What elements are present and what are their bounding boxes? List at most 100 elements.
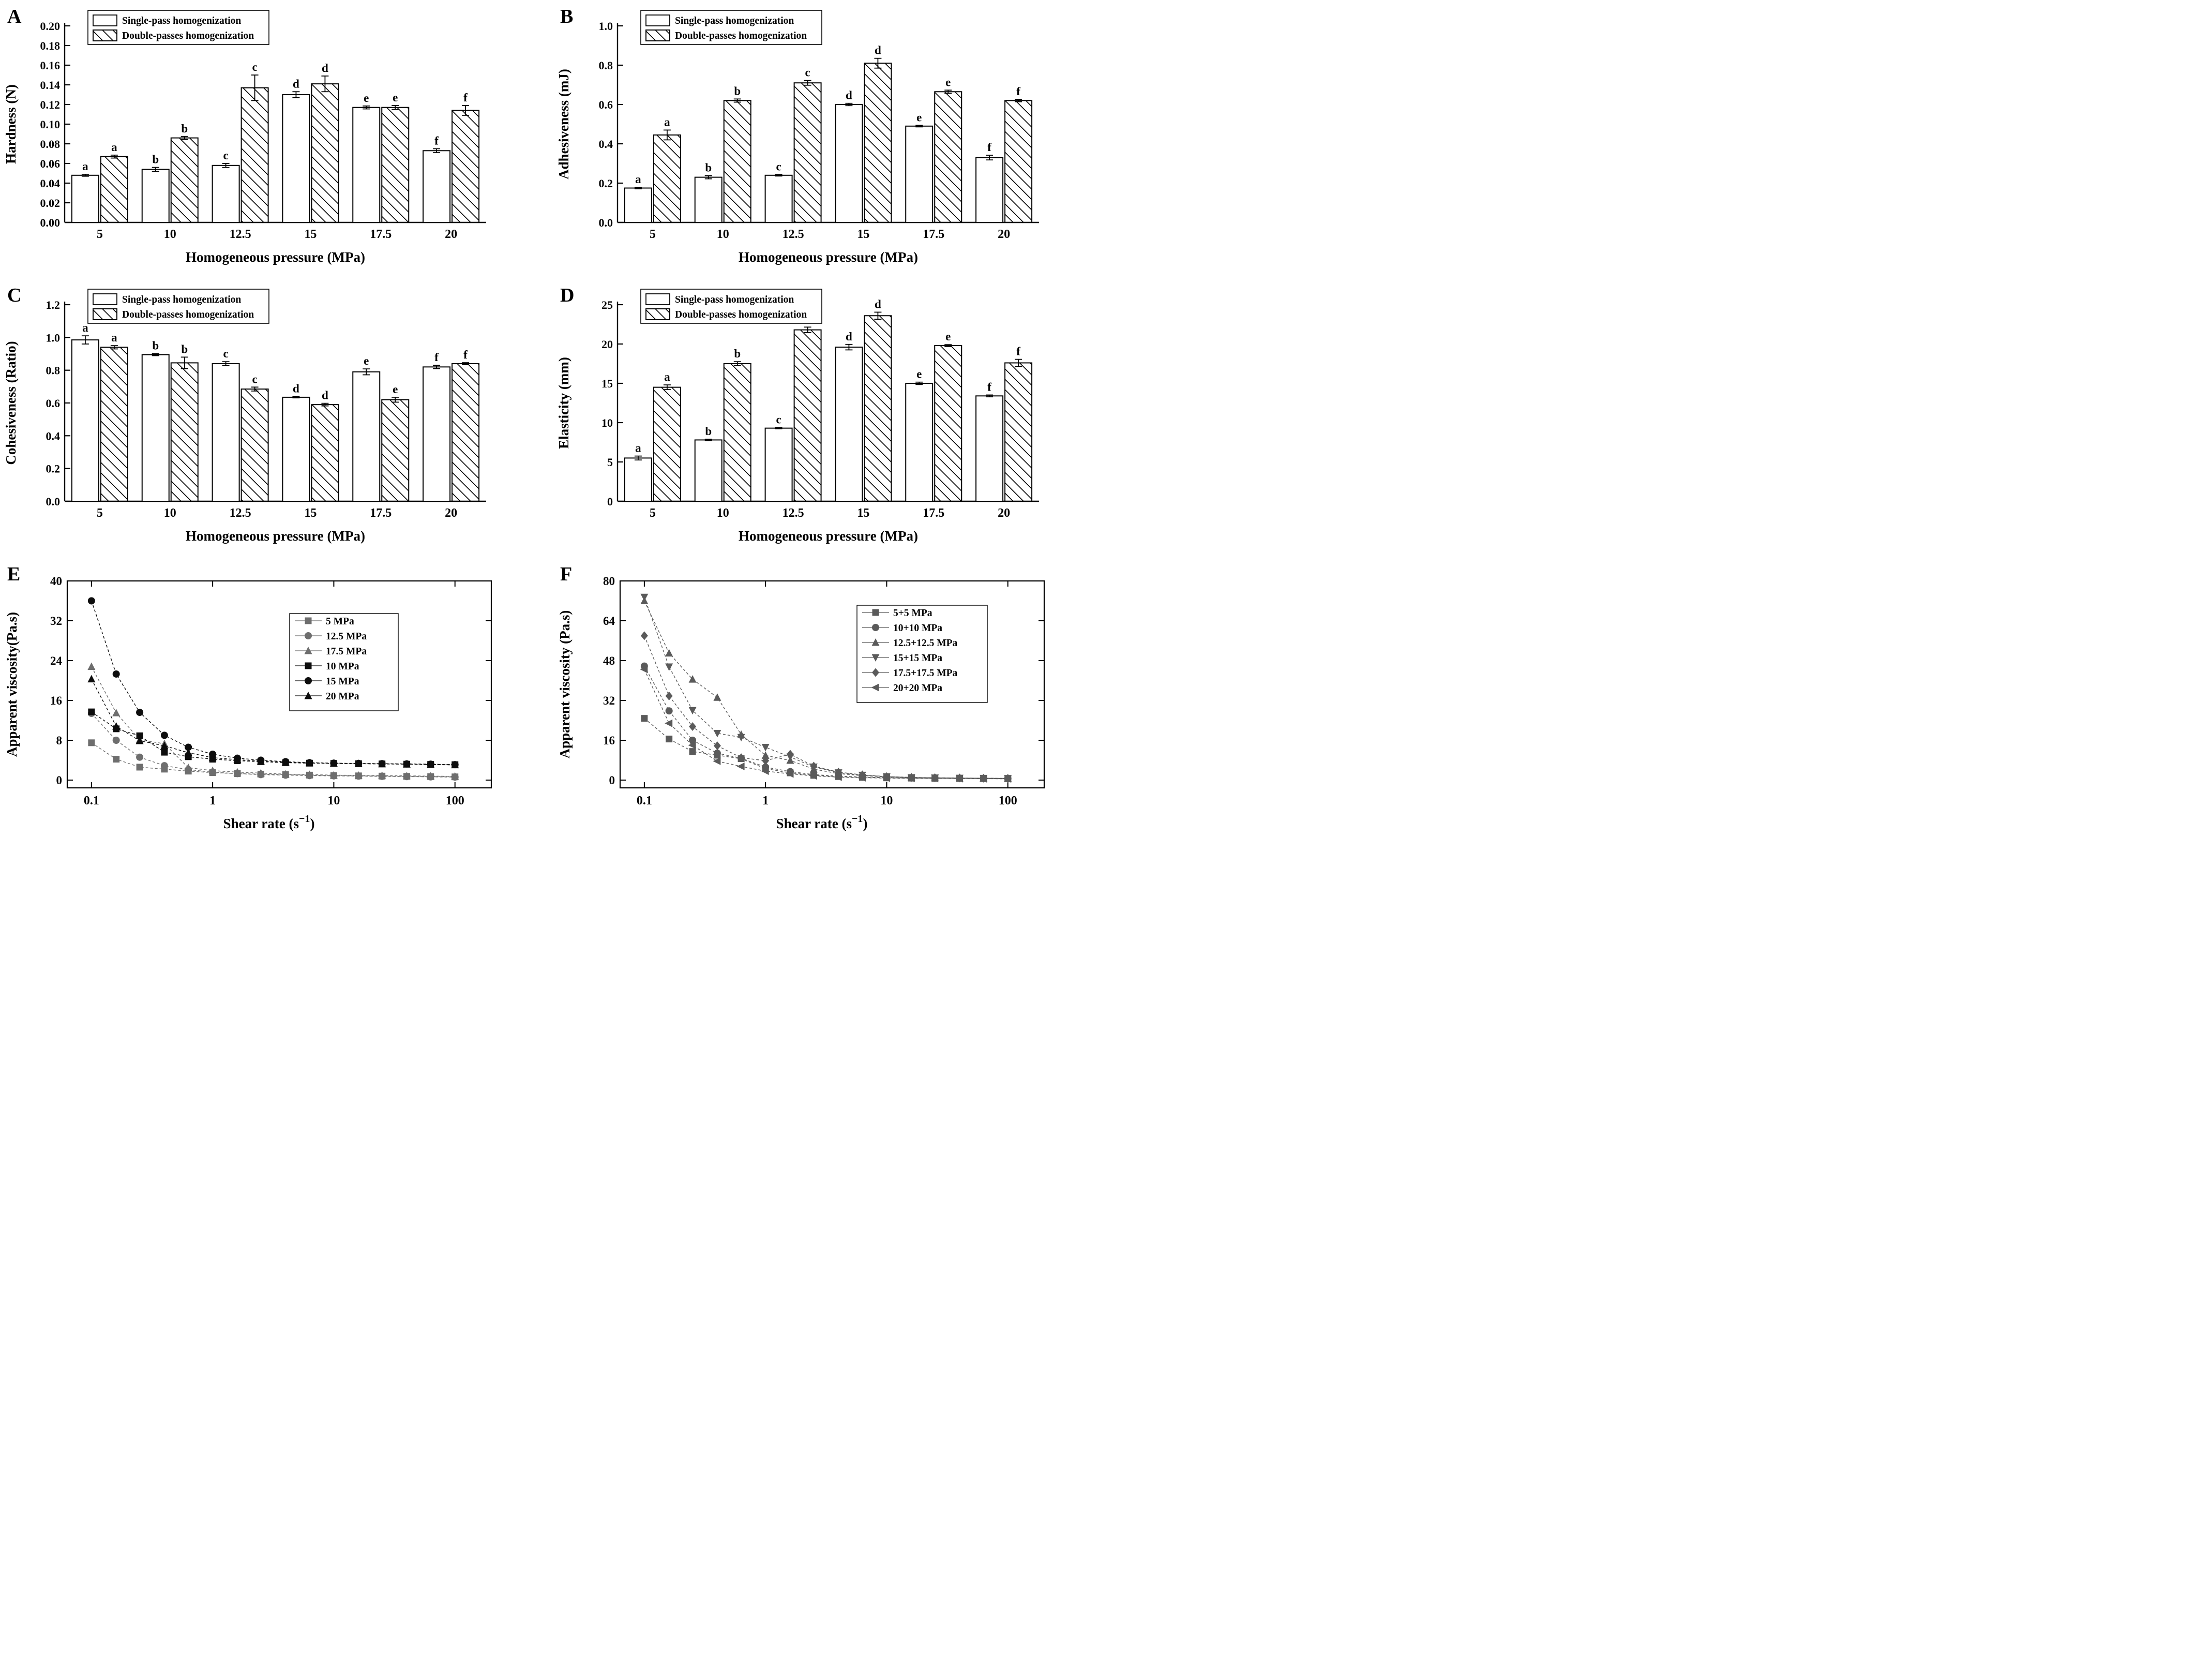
panel-B-chart: B 0.0 0.2 0.4 0.6 0.8 1.0 Adhesiveness (mJ) 5 a a 1… <box>556 6 1039 265</box>
x-tick-label: 10 <box>164 506 176 520</box>
y-tick-label: 0.10 <box>40 118 61 131</box>
legend-marker <box>304 647 312 654</box>
x-tick-label: 5 <box>97 228 103 241</box>
bar-double-passes-homogenization-15: d <box>311 389 339 502</box>
legend-marker <box>872 624 879 631</box>
y-tick-label: 0.0 <box>599 216 613 229</box>
legend: 5 MPa 12.5 MPa 17.5 MPa 10 MPa 15 MPa 20 MPa <box>289 613 399 711</box>
significance-letter: b <box>181 342 188 355</box>
data-point-marker <box>354 759 363 767</box>
series-5-5-mpa <box>641 715 1012 782</box>
significance-letter: f <box>463 348 468 361</box>
y-tick-label: 0.8 <box>599 59 613 72</box>
significance-letter: e <box>393 383 398 396</box>
legend-label: Double-passes homogenization <box>675 309 807 320</box>
x-tick-label: 100 <box>446 794 464 808</box>
legend-label: 5 MPa <box>326 616 354 627</box>
data-point-marker <box>955 774 963 783</box>
series-5-mpa <box>88 739 459 781</box>
data-point-marker <box>257 757 265 765</box>
y-tick-label: 0.0 <box>46 495 61 508</box>
significance-letter: d <box>293 77 299 90</box>
data-point-marker <box>736 763 745 771</box>
bar-single-pass-homogenization-10: b <box>694 161 723 223</box>
bar-double-passes-homogenization-5: a <box>100 141 128 223</box>
data-point-marker <box>809 772 817 780</box>
data-point-marker <box>930 774 939 783</box>
significance-letter: f <box>1016 345 1020 358</box>
significance-letter: f <box>1016 85 1020 98</box>
data-point-marker <box>737 734 745 742</box>
data-point-marker <box>640 665 648 674</box>
data-point-marker <box>113 756 120 763</box>
significance-letter: a <box>82 160 88 173</box>
y-tick-label: 20 <box>601 338 613 351</box>
x-tick-label: 20 <box>998 228 1010 241</box>
panel-letter: F <box>560 563 572 585</box>
axes: 0.00 0.02 0.04 0.06 0.08 0.10 0.12 0.14 0.16 0.18… <box>40 20 486 229</box>
y-tick-label: 0 <box>56 774 63 787</box>
significance-letter: b <box>152 339 159 352</box>
x-tick-label: 10 <box>717 228 729 241</box>
data-point-marker <box>402 760 411 768</box>
bar-single-pass-homogenization-17.5: e <box>905 111 934 223</box>
significance-letter: a <box>635 442 641 455</box>
data-point-marker <box>761 743 770 752</box>
panel-A-chart: A 0.00 0.02 0.04 0.06 0.08 0.10 0.12 0.14 0.16 0.1… <box>3 6 486 265</box>
y-axis-title: Elasticity (mm) <box>556 357 571 449</box>
significance-letter: b <box>705 161 712 174</box>
y-tick-label: 25 <box>601 298 613 311</box>
panel-letter: D <box>560 285 574 306</box>
six-panel-figure: A 0.00 0.02 0.04 0.06 0.08 0.10 0.12 0.14 0.16 0.1… <box>0 0 1106 836</box>
significance-letter: f <box>987 141 991 154</box>
bar-double-passes-homogenization-10: b <box>723 347 751 502</box>
panel-B: B 0.0 0.2 0.4 0.6 0.8 1.0 Adhesiveness (mJ) 5 a a 1… <box>553 0 1106 279</box>
data-point-marker <box>713 757 721 765</box>
y-tick-label: 0 <box>609 774 615 787</box>
significance-letter: b <box>734 84 741 97</box>
significance-letter: d <box>322 62 328 74</box>
significance-letter: e <box>945 330 951 343</box>
bar-single-pass-homogenization-17.5: e <box>352 354 381 502</box>
significance-letter: a <box>664 370 670 383</box>
y-tick-label: 48 <box>603 654 615 667</box>
x-tick-label: 17.5 <box>923 228 944 241</box>
y-tick-label: 0.04 <box>40 177 61 190</box>
bar-single-pass-homogenization-15: d <box>835 330 863 502</box>
y-tick-label: 0.02 <box>40 197 61 210</box>
x-tick-label: 10 <box>164 228 176 241</box>
x-tick-label: 10 <box>880 794 893 808</box>
significance-letter: f <box>434 134 439 147</box>
bar-double-passes-homogenization-17.5: e <box>381 91 410 223</box>
legend: 5+5 MPa 10+10 MPa 12.5+12.5 MPa 15+15 MPa 17… <box>856 605 988 703</box>
y-tick-label: 8 <box>56 734 63 747</box>
legend-label: Single-pass homogenization <box>675 294 794 305</box>
legend-label: Single-pass homogenization <box>675 16 794 26</box>
legend-label: Single-pass homogenization <box>122 294 241 305</box>
y-axis-title: Cohesiveness (Ratio) <box>3 341 19 465</box>
y-tick-label: 0.6 <box>46 397 61 410</box>
data-point-marker <box>378 759 386 768</box>
x-tick-label: 20 <box>445 506 457 520</box>
x-tick-label: 17.5 <box>923 506 944 520</box>
bar-single-pass-homogenization-10: b <box>694 425 723 502</box>
series-17-5-mpa <box>87 662 459 780</box>
data-point-marker <box>208 766 217 774</box>
significance-letter: b <box>152 153 159 166</box>
x-tick-label: 17.5 <box>370 506 392 520</box>
data-point-marker <box>233 755 242 764</box>
panel-F-chart: F 0 16 32 48 64 80 0.1 1 10 100 Apparent viscosity … <box>557 563 1045 831</box>
data-point-marker <box>305 770 313 778</box>
legend-label: 15 MPa <box>326 676 359 687</box>
data-point-marker <box>402 771 411 780</box>
bar-double-passes-homogenization-17.5: e <box>381 383 410 502</box>
bar-double-passes-homogenization-12.5: c <box>240 372 269 502</box>
data-point-marker <box>738 753 745 763</box>
significance-letter: e <box>364 92 369 104</box>
x-axis-title: Shear rate (s−1) <box>223 813 315 831</box>
x-tick-label: 10 <box>717 506 729 520</box>
legend-marker <box>871 683 879 692</box>
significance-letter: b <box>705 425 712 438</box>
axes: 0 5 10 15 20 25 <box>601 298 1039 508</box>
legend-marker <box>305 632 312 639</box>
